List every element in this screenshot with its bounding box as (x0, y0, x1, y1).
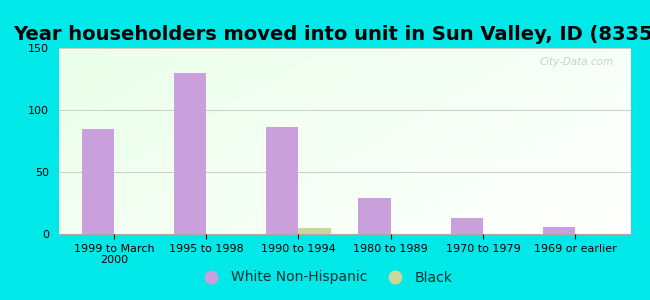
Bar (298, 228, 331, 234)
Bar (543, 226, 575, 234)
Title: Year householders moved into unit in Sun Valley, ID (83353): Year householders moved into unit in Sun… (14, 25, 650, 44)
Bar (174, 73, 206, 234)
Bar (450, 218, 483, 234)
Bar (266, 128, 298, 234)
Legend: White Non-Hispanic, Black: White Non-Hispanic, Black (192, 265, 458, 290)
Text: City-Data.com: City-Data.com (540, 57, 614, 67)
Bar (81, 129, 114, 234)
Bar (358, 198, 391, 234)
